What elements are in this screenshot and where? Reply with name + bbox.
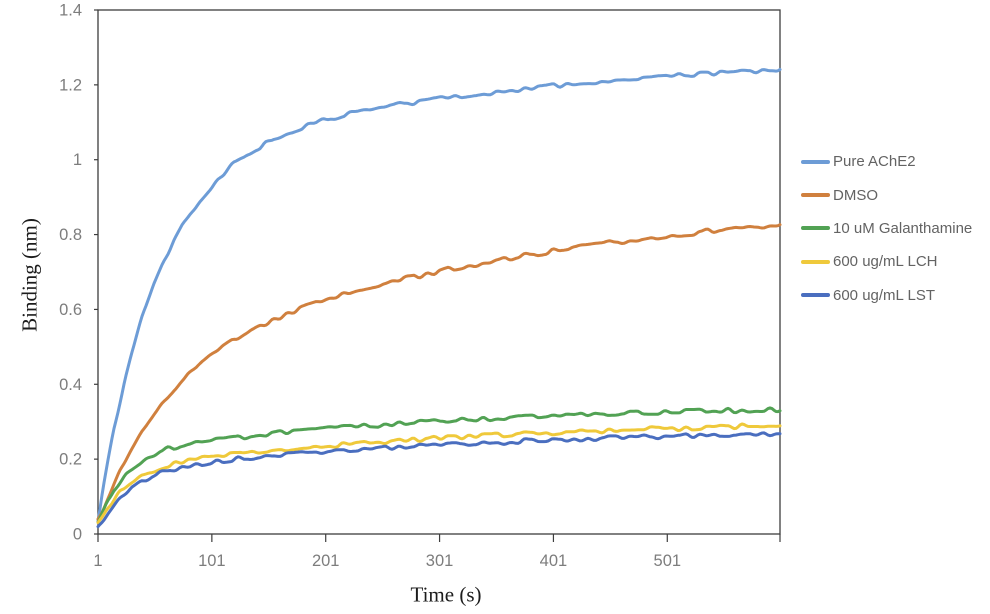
y-tick-label: 1.2 bbox=[59, 76, 82, 94]
series-line-600-ug-ml-lch bbox=[96, 422, 782, 525]
series-line-dmso bbox=[96, 223, 782, 521]
legend-label: 600 ug/mL LCH bbox=[833, 253, 938, 271]
legend-label: 10 uM Galanthamine bbox=[833, 219, 973, 237]
legend-label: 600 ug/mL LST bbox=[833, 286, 936, 304]
y-tick-label: 0 bbox=[73, 526, 82, 544]
y-tick-label: 0.6 bbox=[59, 301, 82, 319]
x-tick-label: 301 bbox=[426, 552, 454, 570]
legend-item-dmso: DMSO bbox=[801, 178, 972, 211]
y-tick-label: 1.4 bbox=[59, 2, 82, 20]
y-tick-label: 0.8 bbox=[59, 226, 82, 244]
legend-line-swatch bbox=[801, 226, 830, 231]
y-tick-label: 1 bbox=[73, 151, 82, 169]
series-line-600-ug-ml-lst bbox=[96, 431, 782, 529]
legend-item-600-ug-ml-lst: 600 ug/mL LST bbox=[801, 279, 972, 312]
legend-line-swatch bbox=[801, 259, 830, 264]
y-tick-label: 0.4 bbox=[59, 376, 82, 394]
x-tick-label: 501 bbox=[654, 552, 682, 570]
legend-item-600-ug-ml-lch: 600 ug/mL LCH bbox=[801, 245, 972, 278]
legend-item-10-um-galanthamine: 10 uM Galanthamine bbox=[801, 212, 972, 245]
legend-label: DMSO bbox=[833, 186, 878, 204]
legend-label: Pure AChE2 bbox=[833, 153, 916, 171]
legend-line-swatch bbox=[801, 193, 830, 198]
y-tick-label: 0.2 bbox=[59, 451, 82, 469]
legend-line-swatch bbox=[801, 159, 830, 164]
x-tick-label: 201 bbox=[312, 552, 340, 570]
x-tick-label: 401 bbox=[540, 552, 568, 570]
x-tick-label: 1 bbox=[93, 552, 102, 570]
series-line-pure-ache2 bbox=[96, 68, 782, 523]
x-axis-title: Time (s) bbox=[410, 582, 482, 607]
y-axis-title: Binding (nm) bbox=[17, 218, 42, 332]
legend-item-pure-ache2: Pure AChE2 bbox=[801, 145, 972, 178]
chart-legend: Pure AChE2 DMSO 10 uM Galanthamine 600 ug/m… bbox=[801, 145, 972, 312]
series-line-10-um-galanthamine bbox=[96, 406, 782, 524]
legend-line-swatch bbox=[801, 293, 830, 298]
x-tick-label: 101 bbox=[198, 552, 226, 570]
